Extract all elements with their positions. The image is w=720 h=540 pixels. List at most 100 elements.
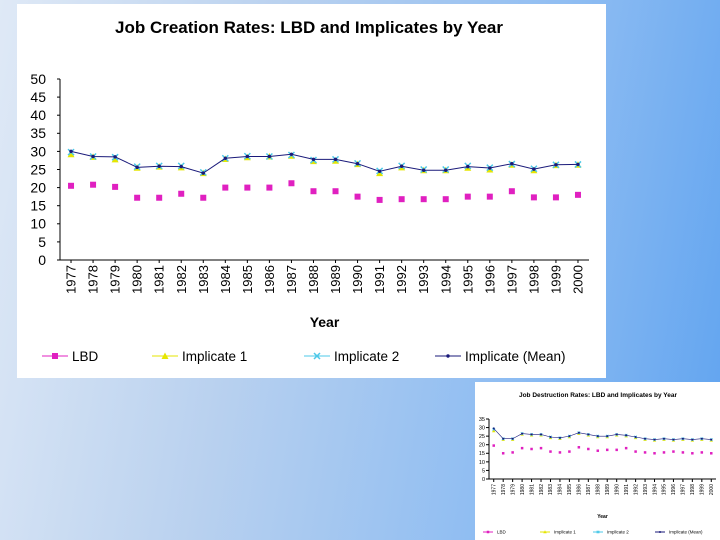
- destruction-legend-label-0: LBD: [497, 530, 507, 535]
- destruction-series-0-point: [549, 450, 552, 453]
- creation-x-tick-label: 1989: [328, 265, 343, 294]
- job-creation-svg: Job Creation Rates: LBD and Implicates b…: [30, 18, 589, 364]
- destruction-x-tick-label: 1998: [690, 484, 696, 495]
- creation-y-tick-label: 35: [30, 125, 46, 141]
- creation-series-0-point: [508, 188, 515, 195]
- destruction-legend-label-3: Implicate (Mean): [669, 530, 703, 535]
- creation-legend-label-3: Implicate (Mean): [465, 349, 566, 364]
- destruction-series-3-point: [700, 437, 703, 440]
- destruction-series-3-point: [530, 433, 533, 436]
- creation-x-tick-label: 1981: [152, 265, 167, 294]
- creation-x-tick-label: 1992: [394, 265, 409, 294]
- creation-x-tick-label: 1990: [350, 265, 365, 294]
- destruction-x-tick-label: 1987: [586, 484, 592, 495]
- creation-x-tick-label: 1986: [262, 265, 277, 294]
- creation-series-0-point: [310, 188, 317, 195]
- destruction-y-tick-label: 30: [479, 425, 485, 431]
- destruction-x-tick-label: 1999: [700, 484, 706, 495]
- destruction-series-3-point: [634, 436, 637, 438]
- creation-x-tick-label: 1993: [416, 265, 431, 294]
- destruction-series-3-point: [606, 435, 609, 438]
- creation-x-tick-label: 1991: [372, 265, 387, 294]
- creation-series-3-point: [488, 166, 492, 170]
- destruction-y-tick-label: 25: [479, 434, 485, 440]
- destruction-legend-marker-3: [659, 531, 661, 533]
- creation-x-tick-label: 1998: [526, 265, 541, 294]
- job-destruction-chart: Job Destruction Rates: LBD and Implicate…: [475, 382, 720, 540]
- destruction-chart-title: Job Destruction Rates: LBD and Implicate…: [519, 392, 678, 399]
- destruction-series-0-point: [511, 451, 514, 454]
- creation-series-0-point: [464, 193, 471, 200]
- destruction-x-tick-label: 1994: [652, 484, 658, 495]
- creation-y-tick-label: 40: [30, 107, 46, 123]
- creation-series-0-point: [442, 196, 449, 203]
- destruction-x-tick-label: 1983: [548, 484, 554, 495]
- creation-y-tick-label: 10: [30, 216, 46, 232]
- destruction-x-tick-label: 1984: [558, 484, 564, 495]
- creation-series-1-point: [67, 150, 75, 158]
- creation-y-tick-label: 25: [30, 161, 46, 177]
- creation-series-0-point: [222, 184, 229, 191]
- creation-series-3-point: [377, 169, 382, 174]
- destruction-series-0-point: [520, 446, 524, 450]
- creation-x-tick-label: 1979: [108, 265, 123, 294]
- creation-y-tick-label: 0: [38, 252, 46, 268]
- creation-legend-marker-2: [313, 352, 321, 360]
- destruction-series-0-point: [700, 451, 704, 454]
- creation-series-0-point: [354, 193, 361, 200]
- job-destruction-svg: Job Destruction Rates: LBD and Implicate…: [479, 392, 716, 535]
- creation-x-tick-label: 1984: [218, 265, 233, 294]
- destruction-x-tick-label: 1985: [567, 484, 573, 495]
- creation-series-3-point: [245, 154, 250, 159]
- creation-series-3-point: [91, 154, 95, 159]
- creation-x-tick-label: 1982: [174, 265, 189, 294]
- creation-x-tick-label: 1987: [284, 265, 299, 294]
- creation-legend-label-1: Implicate 1: [182, 349, 247, 364]
- destruction-legend-label-2: Implicate 2: [607, 530, 629, 535]
- destruction-y-tick-label: 35: [479, 417, 485, 423]
- creation-x-tick-label: 1977: [64, 265, 79, 294]
- creation-series-3-point: [223, 156, 228, 160]
- creation-legend-label-0: LBD: [72, 349, 99, 364]
- creation-y-tick-label: 15: [30, 198, 46, 214]
- destruction-series-0-point: [577, 446, 581, 449]
- destruction-series-3-point: [672, 438, 675, 441]
- destruction-x-tick-label: 1990: [614, 484, 620, 495]
- destruction-y-tick-label: 20: [479, 443, 485, 449]
- destruction-series-line-3: [493, 428, 712, 440]
- destruction-x-tick-label: 1996: [671, 484, 677, 495]
- creation-series-3-point: [466, 164, 470, 169]
- creation-series-3-point: [113, 155, 117, 159]
- destruction-series-3-point: [511, 437, 514, 440]
- destruction-series-0-point: [672, 450, 675, 453]
- creation-x-tick-label: 1985: [240, 265, 255, 294]
- destruction-legend-marker-2: [596, 530, 600, 534]
- destruction-y-tick-label: 15: [479, 451, 485, 457]
- destruction-series-3-point: [540, 433, 543, 436]
- destruction-series-0-point: [530, 447, 533, 451]
- creation-series-3-point: [135, 165, 139, 170]
- destruction-series-1-point: [491, 429, 496, 433]
- creation-x-tick-label: 1978: [86, 265, 101, 294]
- destruction-y-tick-label: 10: [479, 460, 485, 466]
- creation-series-3-point: [532, 167, 536, 171]
- destruction-series-0-point: [662, 451, 666, 454]
- destruction-x-tick-label: 1995: [662, 484, 668, 495]
- destruction-y-tick-label: 5: [482, 468, 485, 474]
- creation-series-0-point: [134, 194, 141, 201]
- creation-series-0-point: [398, 196, 405, 203]
- destruction-series-3-point: [549, 436, 552, 438]
- destruction-series-0-point: [501, 452, 505, 455]
- destruction-series-3-point: [625, 434, 628, 437]
- creation-chart-title: Job Creation Rates: LBD and Implicates b…: [115, 18, 503, 37]
- destruction-series-3-point: [587, 433, 590, 436]
- creation-x-tick-label: 1994: [438, 265, 453, 294]
- creation-series-3-point: [289, 152, 294, 157]
- destruction-x-tick-label: 1997: [681, 484, 687, 495]
- creation-x-tick-label: 2000: [571, 265, 586, 294]
- destruction-x-tick-label: 1978: [501, 484, 507, 495]
- destruction-series-3-point: [596, 435, 599, 438]
- destruction-series-0-point: [587, 447, 590, 451]
- creation-series-3-point: [421, 168, 426, 172]
- destruction-x-tick-label: 2000: [709, 484, 715, 495]
